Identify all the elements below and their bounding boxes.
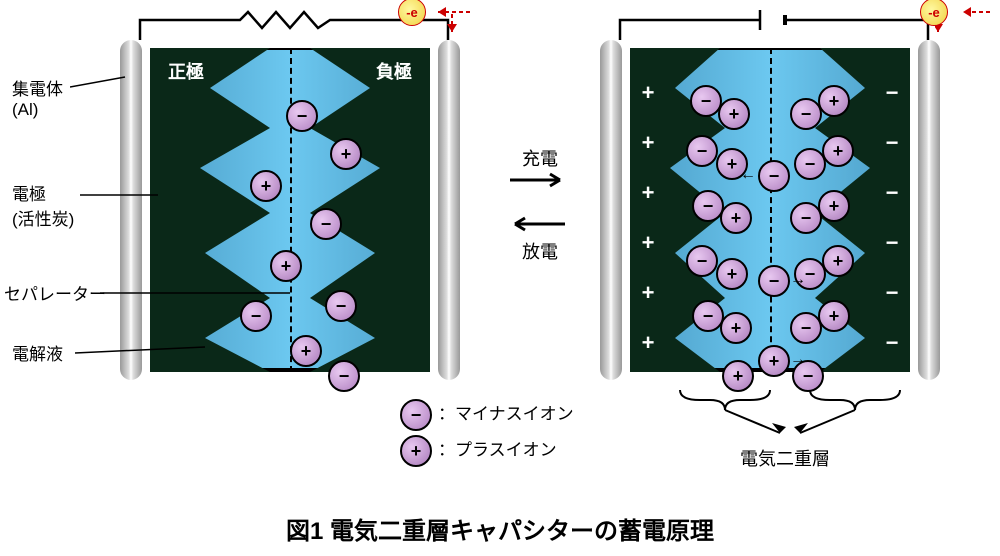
edl-label: 電気二重層 — [740, 445, 830, 471]
plus-ion: + — [720, 312, 752, 344]
leader-collector — [70, 75, 130, 105]
figure-caption: 図1 電気二重層キャパシターの蓄電原理 — [0, 511, 1000, 546]
plus-ion: + — [818, 85, 850, 117]
label-electrolyte: 電解液 — [12, 340, 63, 365]
plus-ion-icon: + — [400, 435, 432, 467]
minus-ion: − — [790, 98, 822, 130]
charge-label: 充電 — [495, 145, 585, 194]
charge-text: 充電 — [495, 145, 585, 171]
battery-wire — [610, 6, 950, 43]
legend-minus: ：マイナスイオン — [438, 404, 574, 423]
collector-right — [918, 40, 940, 380]
discharge-label: 放電 — [495, 215, 585, 264]
neg-sign: − — [882, 180, 902, 206]
minus-ion: − — [758, 160, 790, 192]
plus-ion: + — [330, 138, 362, 170]
plus-ion: + — [818, 300, 850, 332]
plus-ion: + — [818, 190, 850, 222]
ion-arrow: → — [790, 271, 806, 289]
neg-sign: − — [882, 330, 902, 356]
plus-ion: + — [716, 258, 748, 290]
minus-ion-icon: − — [400, 399, 432, 431]
plus-ion: + — [822, 135, 854, 167]
plus-ion: + — [290, 335, 322, 367]
neg-sign: − — [882, 80, 902, 106]
plus-ion: + — [758, 345, 790, 377]
pos-sign: + — [638, 80, 658, 106]
discharge-text: 放電 — [495, 238, 585, 264]
minus-ion: − — [328, 360, 360, 392]
ion-arrow: → — [790, 351, 806, 369]
plus-ion: + — [718, 98, 750, 130]
plus-ion: + — [250, 170, 282, 202]
legend: −：マイナスイオン + ：プラスイオン — [400, 395, 574, 471]
minus-ion: − — [758, 265, 790, 297]
neg-sign: − — [882, 280, 902, 306]
minus-ion: − — [686, 245, 718, 277]
pos-sign: + — [638, 330, 658, 356]
pos-sign: + — [638, 280, 658, 306]
pos-sign: + — [638, 130, 658, 156]
minus-ion: − — [790, 202, 822, 234]
collector-left — [600, 40, 622, 380]
label-electrode: 電極 (活性炭) — [12, 180, 74, 230]
minus-ion: − — [286, 100, 318, 132]
left-cell: 正極 負極 −++−+−+−− — [120, 40, 460, 380]
neg-sign: − — [882, 230, 902, 256]
separator — [290, 48, 292, 372]
right-cell: ++++++ −−−−−− −+−+−+−+−+++−+−+−+−+−−−←−→… — [600, 40, 940, 380]
pos-sign: + — [638, 180, 658, 206]
arrow-left-icon — [505, 215, 575, 233]
leader-electrolyte — [75, 345, 210, 360]
arrow-right-icon — [505, 171, 575, 189]
minus-ion: − — [325, 290, 357, 322]
collector-right — [438, 40, 460, 380]
plus-ion: + — [822, 245, 854, 277]
plus-ion: + — [270, 250, 302, 282]
leader-separator — [100, 285, 295, 305]
ion-arrow: ← — [740, 166, 756, 184]
pos-sign: + — [638, 230, 658, 256]
label-collector: 集電体 (Al) — [12, 75, 63, 120]
legend-plus: ：プラスイオン — [438, 440, 557, 459]
leader-electrode — [80, 185, 160, 205]
label-separator: セパレーター — [4, 280, 106, 305]
neg-sign: − — [882, 130, 902, 156]
minus-ion: − — [794, 148, 826, 180]
positive-label: 正極 — [168, 58, 204, 84]
minus-ion: − — [790, 312, 822, 344]
minus-ion: − — [310, 208, 342, 240]
minus-ion: − — [686, 135, 718, 167]
negative-label: 負極 — [376, 58, 412, 84]
separator — [770, 48, 772, 372]
plus-ion: + — [720, 202, 752, 234]
